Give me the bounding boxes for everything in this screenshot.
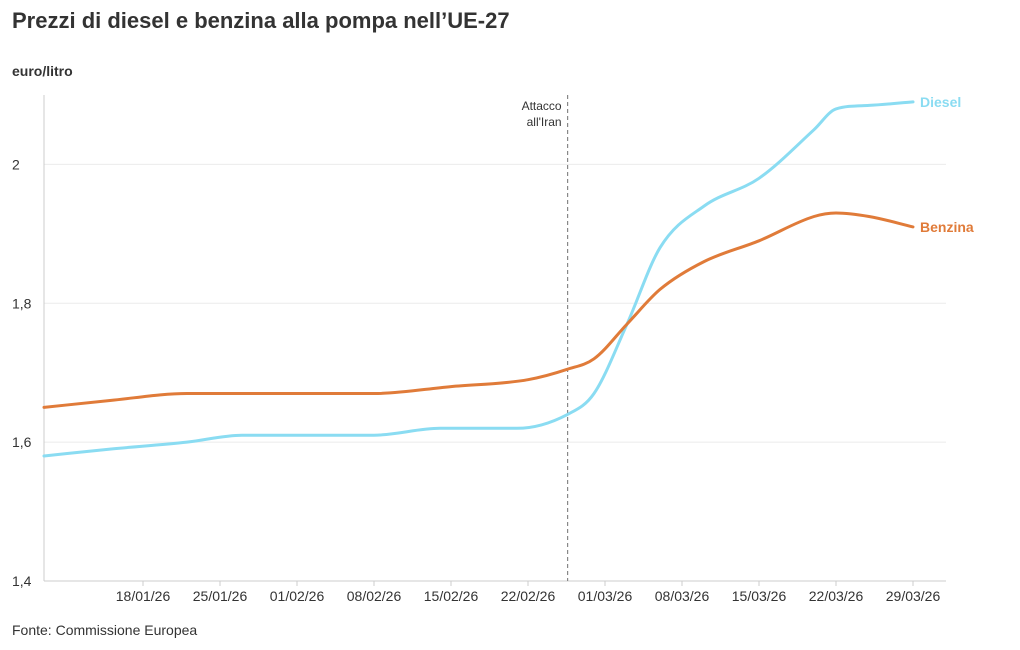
x-tick-label: 08/02/26	[347, 588, 402, 604]
series-line-benzina	[42, 211, 915, 409]
x-tick-label: 01/03/26	[578, 588, 633, 604]
x-tick-label: 22/02/26	[501, 588, 556, 604]
x-tick-label: 29/03/26	[886, 588, 941, 604]
x-tick-label: 01/02/26	[270, 588, 325, 604]
event-marker-label: Attacco	[522, 99, 562, 113]
series-label-diesel: Diesel	[920, 94, 961, 110]
x-tick-label: 22/03/26	[809, 588, 864, 604]
event-marker-label: all'Iran	[527, 115, 562, 129]
x-tick-label: 25/01/26	[193, 588, 248, 604]
x-tick-label: 15/02/26	[424, 588, 479, 604]
series-label-benzina: Benzina	[920, 219, 974, 235]
y-tick-label: 2	[12, 156, 20, 172]
y-tick-label: 1,8	[12, 295, 32, 311]
y-axis-unit-label: euro/litro	[12, 63, 73, 79]
chart-title: Prezzi di diesel e benzina alla pompa ne…	[12, 8, 510, 33]
x-tick-label: 18/01/26	[116, 588, 171, 604]
series-line-diesel	[42, 100, 915, 458]
x-tick-label: 08/03/26	[655, 588, 710, 604]
y-tick-label: 1,4	[12, 573, 32, 589]
source-note: Fonte: Commissione Europea	[12, 622, 198, 638]
x-tick-label: 15/03/26	[732, 588, 787, 604]
y-tick-label: 1,6	[12, 434, 32, 450]
